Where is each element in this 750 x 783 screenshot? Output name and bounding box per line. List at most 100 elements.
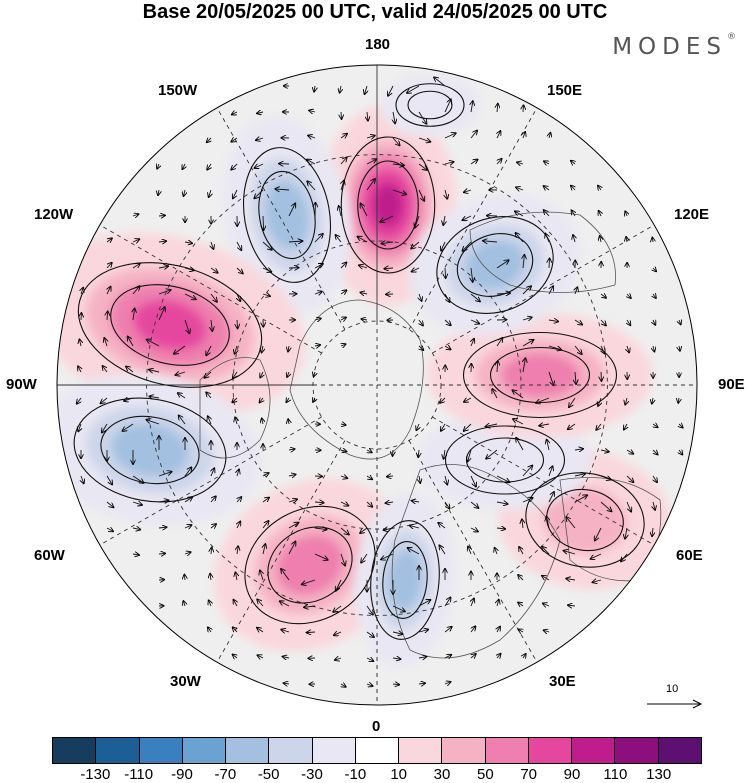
wind-vector: [522, 466, 532, 477]
wind-vector: [497, 361, 498, 373]
wind-vector: [158, 290, 171, 295]
wind-vector: [653, 320, 655, 325]
wind-vector: [440, 397, 446, 403]
wind-vector: [496, 338, 502, 347]
wind-vector: [571, 186, 575, 190]
wind-vector: [233, 371, 237, 378]
wind-vector: [626, 475, 633, 482]
wind-vector: [132, 239, 139, 242]
wind-vector: [207, 138, 211, 142]
wind-vector: [211, 548, 212, 555]
wind-vector: [158, 215, 165, 216]
wind-vector: [124, 398, 134, 401]
wind-vectors: [77, 77, 683, 687]
wind-vector: [575, 287, 577, 295]
wind-vector: [235, 345, 237, 354]
wind-vector: [314, 85, 315, 92]
wind-vector: [388, 85, 394, 96]
wind-vector: [574, 449, 583, 450]
wind-vector: [470, 501, 478, 508]
wind-vector: [471, 339, 474, 347]
wind-vector: [545, 234, 549, 243]
streamline: [395, 83, 465, 127]
wind-vector: [340, 450, 346, 451]
wind-vector: [132, 214, 138, 216]
wind-vector: [361, 319, 368, 320]
streamline: [357, 160, 419, 250]
wind-vector: [653, 294, 656, 298]
wind-vector: [444, 346, 451, 349]
wind-vector: [262, 418, 263, 425]
wind-vector: [679, 346, 680, 351]
wind-vector: [418, 630, 428, 632]
wind-vector: [543, 603, 550, 606]
wind-vector: [471, 626, 475, 633]
wind-vector: [392, 164, 404, 165]
wind-vector: [78, 423, 81, 431]
colorbar-bin-9: [442, 738, 486, 763]
wind-vector: [335, 658, 342, 660]
wind-vector: [262, 268, 271, 272]
wind-vector: [546, 517, 549, 529]
wind-vector: [302, 579, 316, 584]
anomaly-level: [435, 420, 575, 500]
wind-vector: [128, 337, 134, 347]
wind-vector: [307, 160, 316, 165]
wind-vector: [544, 630, 550, 632]
wind-vector: [386, 502, 394, 503]
colorbar-bin-0: [53, 738, 97, 763]
wind-vector: [184, 319, 189, 333]
wind-vector: [235, 572, 237, 581]
wind-vector: [679, 450, 682, 455]
wind-vector: [569, 397, 576, 407]
wind-vector: [182, 163, 185, 169]
modes-logo: MODES®: [612, 32, 736, 60]
map-title: Base 20/05/2025 00 UTC, valid 24/05/2025…: [142, 1, 608, 23]
reference-vector-arrow: [647, 699, 703, 709]
wind-vector: [410, 526, 420, 528]
wind-vector: [361, 204, 368, 217]
wind-vector: [392, 189, 406, 194]
wind-vector: [210, 267, 218, 273]
wind-vector: [678, 397, 679, 403]
colorbar-tick: 50: [476, 766, 494, 783]
wind-vector: [548, 286, 553, 295]
wind-vector: [233, 627, 237, 632]
wind-vector: [259, 398, 263, 402]
wind-vector: [361, 553, 368, 563]
wind-vector: [132, 554, 139, 555]
wind-vector: [625, 527, 627, 539]
colorbar-bin-2: [139, 738, 183, 763]
wind-vector: [158, 189, 159, 195]
colorbar-bin-3: [182, 738, 227, 763]
wind-vector: [495, 548, 497, 555]
wind-vector: [549, 466, 553, 477]
wind-vector: [407, 85, 420, 93]
anomaly-level: [465, 240, 525, 290]
wind-vector: [492, 389, 498, 399]
colorbar-bin-4: [226, 738, 270, 763]
wind-vector: [178, 393, 186, 399]
streamline: [73, 397, 227, 503]
wind-vector: [627, 345, 629, 352]
wind-vector: [262, 473, 269, 476]
wind-vector: [548, 320, 558, 322]
wind-vector: [444, 655, 451, 658]
wind-vector: [419, 293, 422, 301]
colorbar-tick: -30: [301, 766, 323, 783]
wind-vector: [416, 423, 419, 430]
wind-vector: [314, 528, 327, 530]
wind-vector: [566, 579, 576, 580]
wind-vector: [283, 657, 290, 658]
colorbar-tick: 30: [433, 766, 451, 783]
wind-vector: [444, 501, 450, 509]
lon-label-150w: 150W: [158, 82, 198, 99]
wind-vector: [653, 501, 655, 510]
wind-vector: [262, 497, 269, 503]
wind-vector: [441, 241, 446, 251]
wind-vector: [210, 496, 216, 503]
wind-vector: [158, 241, 166, 242]
wind-vector: [542, 547, 550, 555]
wind-vector: [574, 495, 587, 503]
wind-vector: [497, 627, 500, 633]
